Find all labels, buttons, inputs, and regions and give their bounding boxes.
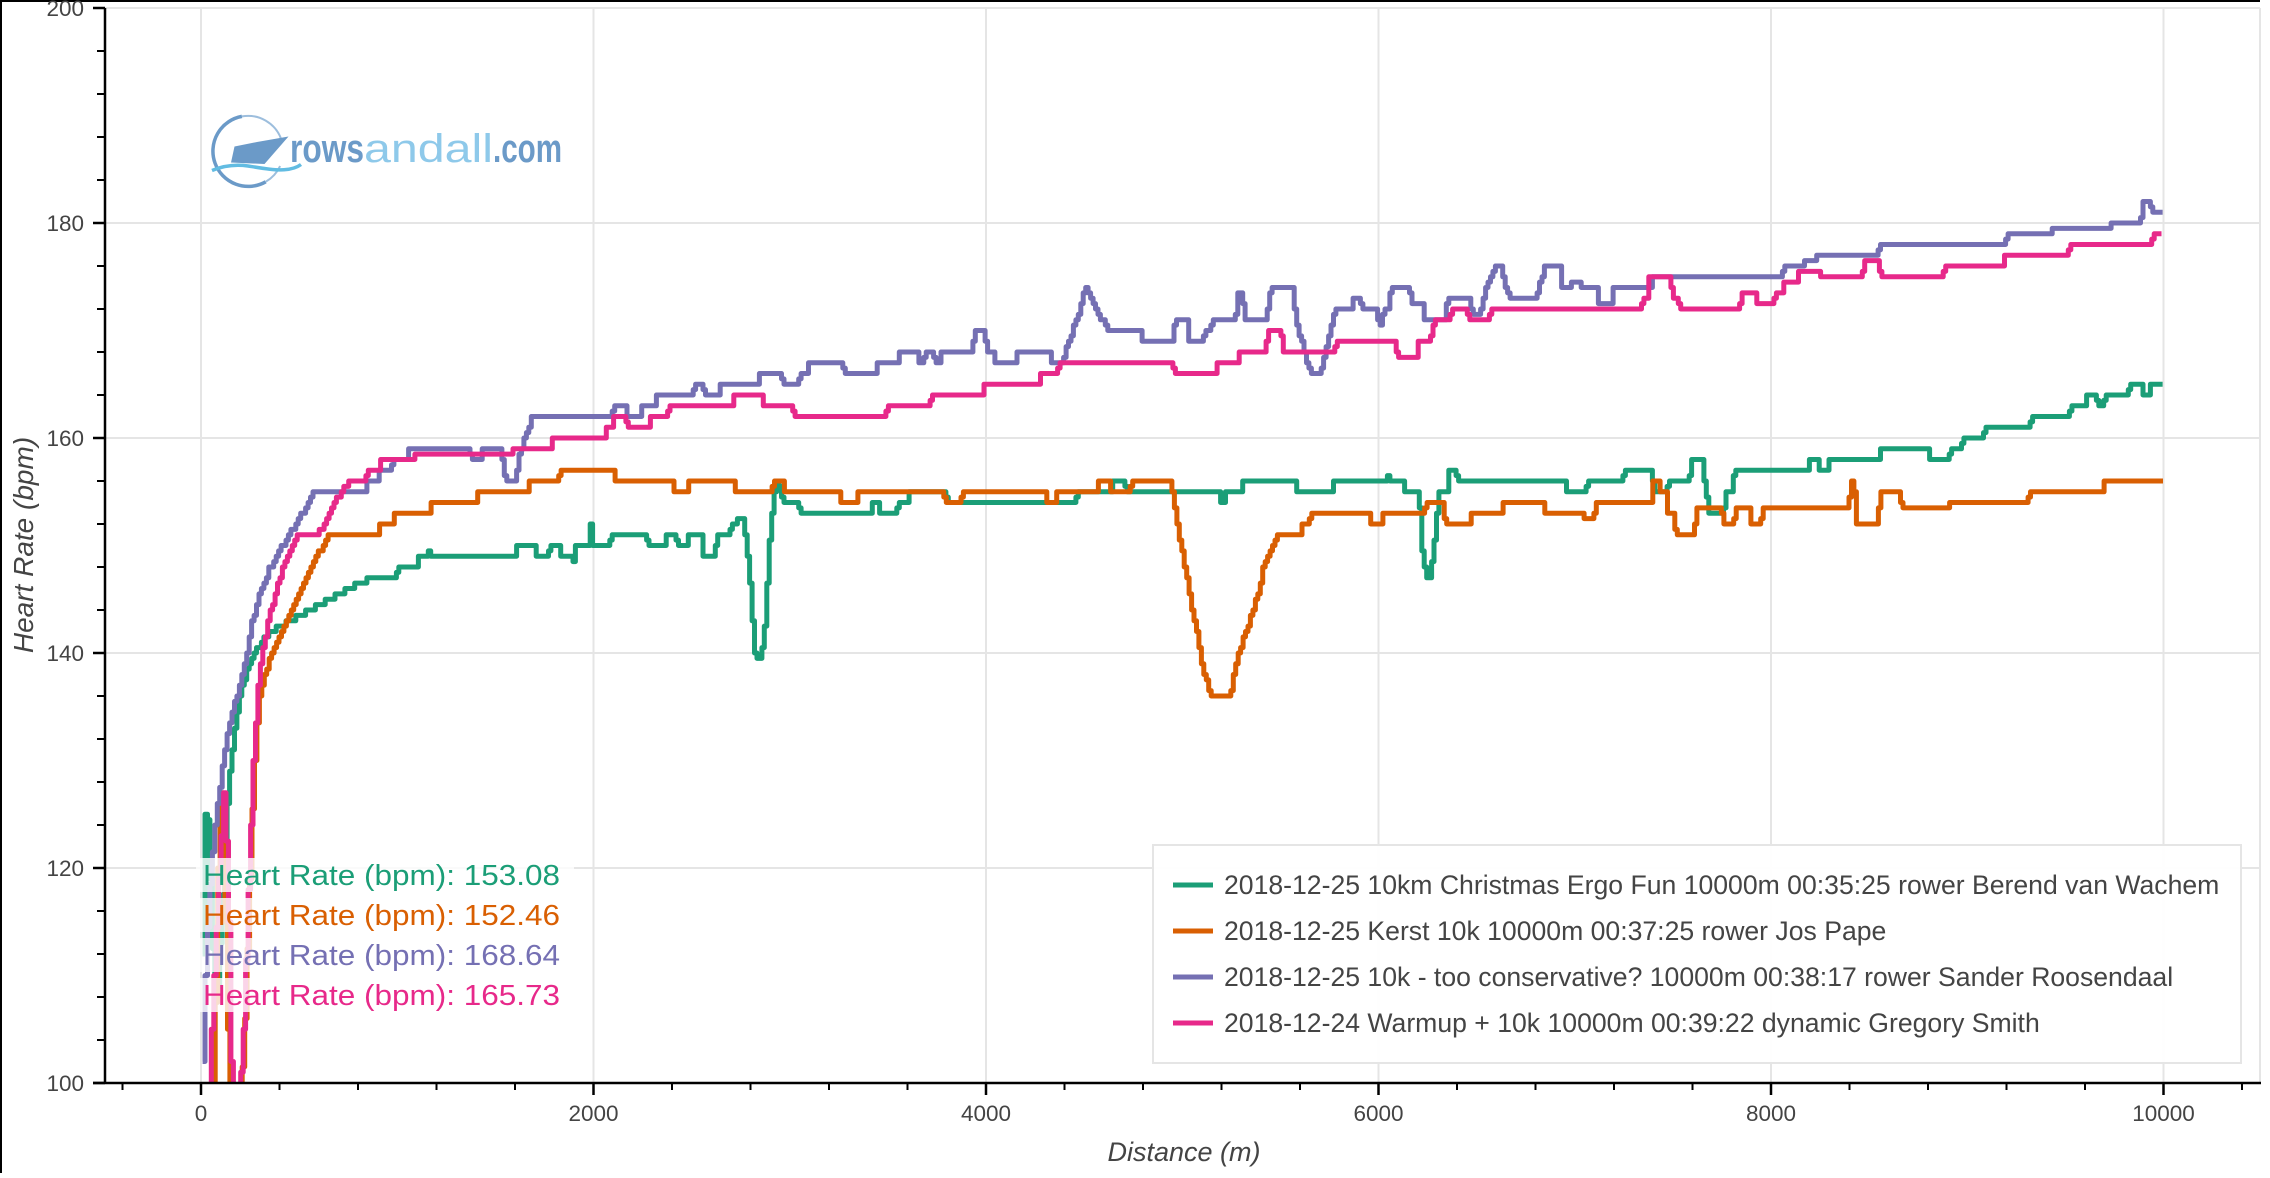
svg-text:140: 140	[46, 641, 84, 666]
svg-text:Heart Rate (bpm): 165.73: Heart Rate (bpm): 165.73	[203, 980, 560, 1012]
svg-text:Heart Rate (bpm): 153.08: Heart Rate (bpm): 153.08	[203, 860, 560, 892]
svg-text:rows: rows	[290, 127, 364, 171]
svg-text:4000: 4000	[961, 1101, 1011, 1126]
svg-text:2018-12-25 10k - too conservat: 2018-12-25 10k - too conservative? 10000…	[1224, 962, 2173, 992]
svg-text:8000: 8000	[1746, 1101, 1796, 1126]
svg-text:0: 0	[195, 1101, 208, 1126]
svg-text:120: 120	[46, 856, 84, 881]
svg-text:.com: .com	[493, 127, 562, 171]
svg-text:Heart Rate (bpm): Heart Rate (bpm)	[8, 437, 39, 653]
svg-text:2018-12-25 10km Christmas Ergo: 2018-12-25 10km Christmas Ergo Fun 10000…	[1224, 870, 2219, 900]
svg-text:Distance (m): Distance (m)	[1107, 1137, 1260, 1167]
svg-text:100: 100	[46, 1071, 84, 1096]
svg-text:160: 160	[46, 426, 84, 451]
svg-text:180: 180	[46, 211, 84, 236]
svg-text:Heart Rate (bpm): 168.64: Heart Rate (bpm): 168.64	[203, 940, 560, 972]
svg-text:2000: 2000	[568, 1101, 618, 1126]
svg-text:2018-12-24 Warmup + 10k 10000m: 2018-12-24 Warmup + 10k 10000m 00:39:22 …	[1224, 1008, 2040, 1038]
svg-text:Heart Rate (bpm): 152.46: Heart Rate (bpm): 152.46	[203, 900, 560, 932]
svg-text:2018-12-25 Kerst 10k 10000m 00: 2018-12-25 Kerst 10k 10000m 00:37:25 row…	[1224, 916, 1886, 946]
svg-text:andall: andall	[364, 127, 493, 171]
svg-text:10000: 10000	[2132, 1101, 2195, 1126]
svg-text:6000: 6000	[1353, 1101, 1403, 1126]
svg-text:200: 200	[46, 0, 84, 21]
